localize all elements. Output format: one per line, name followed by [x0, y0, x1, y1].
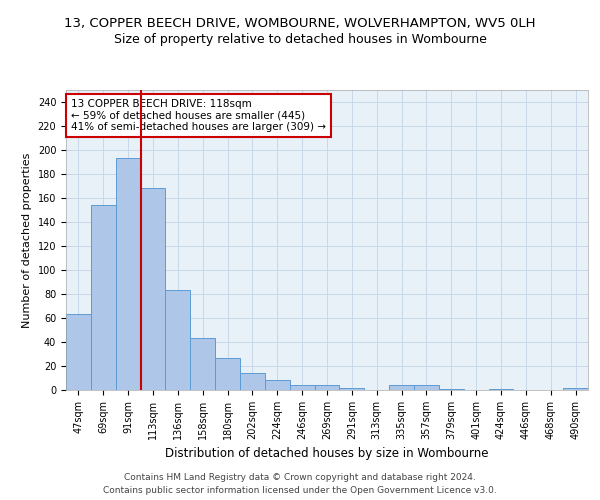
X-axis label: Distribution of detached houses by size in Wombourne: Distribution of detached houses by size … [165, 448, 489, 460]
Y-axis label: Number of detached properties: Number of detached properties [22, 152, 32, 328]
Bar [340, 388, 364, 390]
Bar [240, 373, 265, 390]
Bar [290, 385, 314, 390]
Text: Size of property relative to detached houses in Wombourne: Size of property relative to detached ho… [113, 32, 487, 46]
Bar [414, 385, 439, 390]
Bar [563, 388, 588, 390]
Text: Contains HM Land Registry data © Crown copyright and database right 2024.
Contai: Contains HM Land Registry data © Crown c… [103, 473, 497, 495]
Bar [439, 389, 464, 390]
Bar [140, 188, 166, 390]
Bar [265, 380, 290, 390]
Bar [215, 358, 240, 390]
Bar [66, 314, 91, 390]
Bar [488, 389, 514, 390]
Bar [389, 385, 414, 390]
Text: 13, COPPER BEECH DRIVE, WOMBOURNE, WOLVERHAMPTON, WV5 0LH: 13, COPPER BEECH DRIVE, WOMBOURNE, WOLVE… [64, 18, 536, 30]
Text: 13 COPPER BEECH DRIVE: 118sqm
← 59% of detached houses are smaller (445)
41% of : 13 COPPER BEECH DRIVE: 118sqm ← 59% of d… [71, 99, 326, 132]
Bar [314, 385, 340, 390]
Bar [166, 290, 190, 390]
Bar [91, 205, 116, 390]
Bar [190, 338, 215, 390]
Bar [116, 158, 140, 390]
